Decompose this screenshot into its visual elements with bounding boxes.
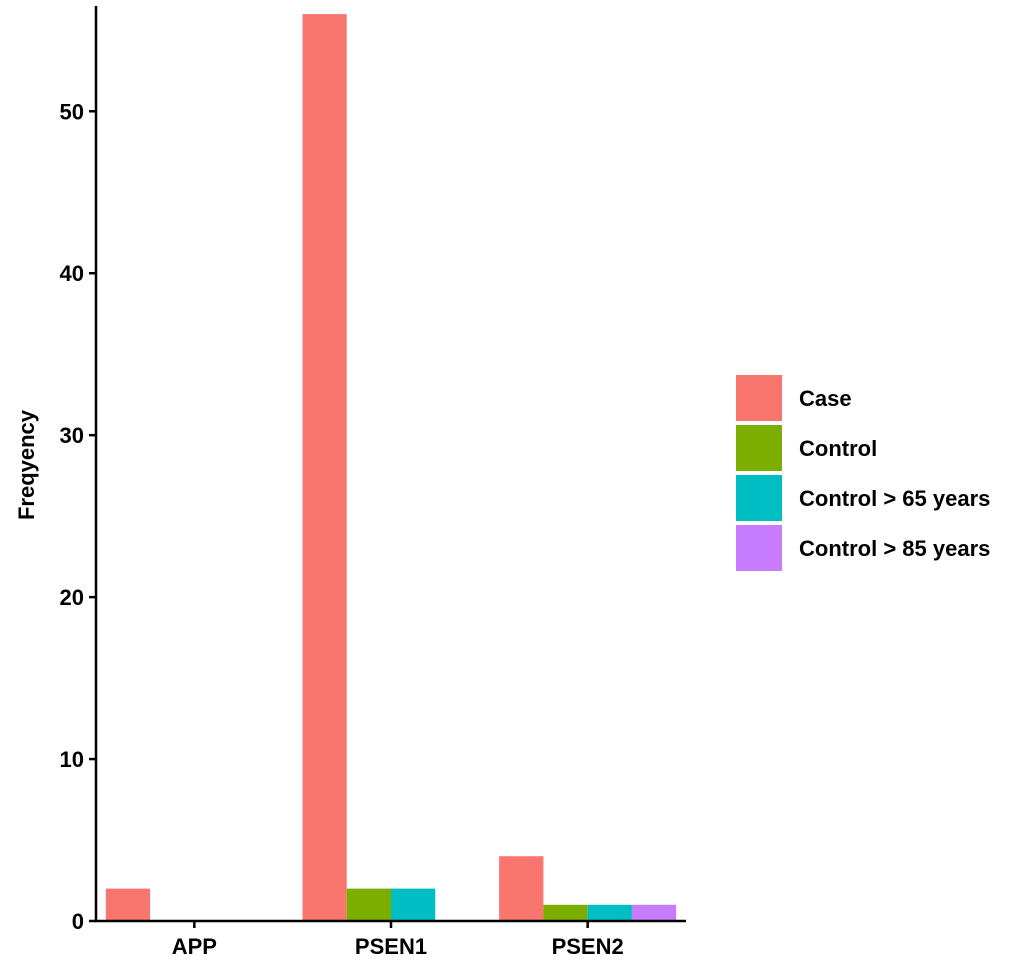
y-axis-title: Freqyency <box>14 409 39 520</box>
y-axis-ticks: 0 10 20 30 40 50 <box>60 99 96 934</box>
x-tick-label-psen1: PSEN1 <box>355 934 427 959</box>
legend-label: Control > 65 years <box>799 486 990 511</box>
bar-psen2-case <box>499 856 544 921</box>
y-tick-label: 10 <box>60 747 84 772</box>
legend-key-control-85-years <box>736 525 782 571</box>
legend-label: Control <box>799 436 877 461</box>
legend-label: Control > 85 years <box>799 536 990 561</box>
y-tick-label: 50 <box>60 99 84 124</box>
bar-psen2-control-65-years <box>587 904 632 921</box>
bar-psen1-case <box>302 14 347 921</box>
y-tick-label: 30 <box>60 423 84 448</box>
legend: Case Control Control > 65 years Control > 8… <box>736 375 990 571</box>
y-tick-label: 20 <box>60 585 84 610</box>
x-tick-label-psen2: PSEN2 <box>552 934 624 959</box>
y-tick-label: 0 <box>72 909 84 934</box>
bar-psen2-control-85-years <box>631 904 677 921</box>
legend-key-case <box>736 375 782 421</box>
legend-label: Case <box>799 386 852 411</box>
x-axis-ticks: APP PSEN1 PSEN2 <box>172 921 624 959</box>
bar-psen2-control <box>543 904 588 921</box>
bar-psen1-control <box>346 888 391 921</box>
x-tick-label-app: APP <box>172 934 217 959</box>
legend-key-control-65-years <box>736 475 782 521</box>
bar-psen1-control-65-years <box>391 888 436 921</box>
legend-key-control <box>736 425 782 471</box>
y-tick-label: 40 <box>60 261 84 286</box>
bars-group <box>105 14 677 921</box>
bar-app-case <box>105 888 151 921</box>
